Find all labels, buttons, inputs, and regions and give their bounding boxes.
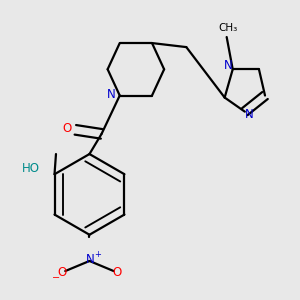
Text: O: O <box>63 122 72 135</box>
Text: +: + <box>94 250 101 259</box>
Text: N: N <box>106 88 115 101</box>
Text: O: O <box>57 266 67 279</box>
Text: O: O <box>112 266 122 279</box>
Text: HO: HO <box>22 162 40 175</box>
Text: −: − <box>52 272 60 283</box>
Text: N: N <box>224 59 233 72</box>
Text: CH₃: CH₃ <box>218 23 238 33</box>
Text: N: N <box>245 108 254 121</box>
Text: N: N <box>86 253 95 266</box>
